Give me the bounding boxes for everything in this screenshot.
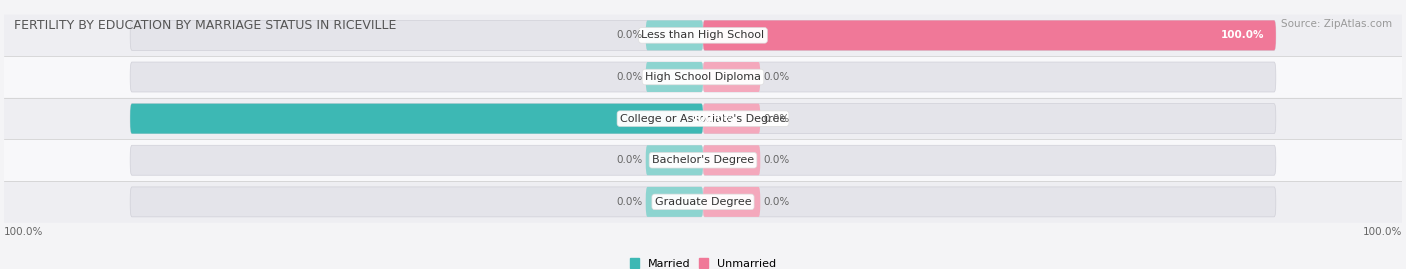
FancyBboxPatch shape <box>0 181 1406 223</box>
FancyBboxPatch shape <box>131 145 703 175</box>
Text: 0.0%: 0.0% <box>763 72 789 82</box>
Legend: Married, Unmarried: Married, Unmarried <box>630 258 776 269</box>
Text: 0.0%: 0.0% <box>763 155 789 165</box>
Text: College or Associate's Degree: College or Associate's Degree <box>620 114 786 124</box>
Text: 0.0%: 0.0% <box>617 197 643 207</box>
FancyBboxPatch shape <box>0 98 1406 139</box>
Text: 0.0%: 0.0% <box>617 72 643 82</box>
FancyBboxPatch shape <box>645 145 703 175</box>
FancyBboxPatch shape <box>703 62 761 92</box>
FancyBboxPatch shape <box>703 20 1275 50</box>
Text: 0.0%: 0.0% <box>763 114 789 124</box>
Text: 0.0%: 0.0% <box>617 30 643 40</box>
Text: High School Diploma: High School Diploma <box>645 72 761 82</box>
Text: 100.0%: 100.0% <box>1220 30 1264 40</box>
FancyBboxPatch shape <box>703 187 761 217</box>
Text: Less than High School: Less than High School <box>641 30 765 40</box>
FancyBboxPatch shape <box>0 15 1406 56</box>
FancyBboxPatch shape <box>131 104 703 134</box>
Text: Source: ZipAtlas.com: Source: ZipAtlas.com <box>1281 19 1392 29</box>
FancyBboxPatch shape <box>703 145 761 175</box>
FancyBboxPatch shape <box>131 104 703 134</box>
Text: 0.0%: 0.0% <box>763 197 789 207</box>
FancyBboxPatch shape <box>131 187 703 217</box>
FancyBboxPatch shape <box>703 145 1275 175</box>
FancyBboxPatch shape <box>703 104 761 134</box>
FancyBboxPatch shape <box>0 56 1406 98</box>
FancyBboxPatch shape <box>703 187 1275 217</box>
Text: Graduate Degree: Graduate Degree <box>655 197 751 207</box>
FancyBboxPatch shape <box>645 20 703 50</box>
FancyBboxPatch shape <box>131 62 703 92</box>
Text: 100.0%: 100.0% <box>4 227 44 237</box>
FancyBboxPatch shape <box>0 139 1406 181</box>
Text: 100.0%: 100.0% <box>1362 227 1402 237</box>
FancyBboxPatch shape <box>645 187 703 217</box>
FancyBboxPatch shape <box>703 20 1275 50</box>
FancyBboxPatch shape <box>645 62 703 92</box>
FancyBboxPatch shape <box>131 20 703 50</box>
Text: 0.0%: 0.0% <box>617 155 643 165</box>
Text: Bachelor's Degree: Bachelor's Degree <box>652 155 754 165</box>
Text: FERTILITY BY EDUCATION BY MARRIAGE STATUS IN RICEVILLE: FERTILITY BY EDUCATION BY MARRIAGE STATU… <box>14 19 396 32</box>
FancyBboxPatch shape <box>703 104 1275 134</box>
FancyBboxPatch shape <box>703 62 1275 92</box>
Text: 100.0%: 100.0% <box>692 114 735 124</box>
